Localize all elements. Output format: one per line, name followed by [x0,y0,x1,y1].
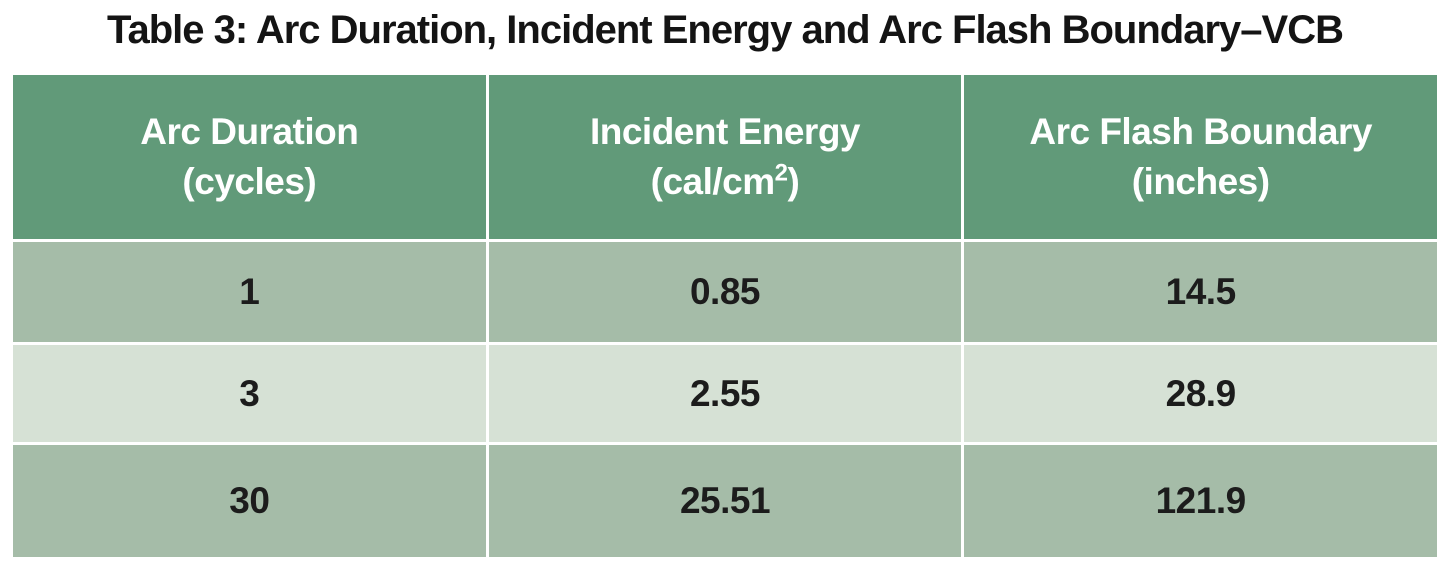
unit-text-close: ) [787,161,800,202]
page-title: Table 3: Arc Duration, Incident Energy a… [107,8,1344,52]
cell-arc-flash-boundary: 121.9 [964,445,1437,557]
cell-arc-duration: 1 [13,242,486,342]
table-header-row: Arc Duration (cycles) Incident Energy (c… [13,75,1437,239]
unit-text: (cal/cm [650,161,776,202]
cell-arc-flash-boundary: 28.9 [964,345,1437,442]
table-row: 1 0.85 14.5 [13,242,1437,342]
cell-arc-flash-boundary: 14.5 [964,242,1437,342]
header-line-2: (cal/cm2) [489,157,962,207]
header-line-2: (inches) [1131,161,1270,202]
cell-incident-energy: 0.85 [488,242,962,342]
header-cell-arc-flash-boundary: Arc Flash Boundary (inches) [964,75,1437,239]
table-row: 30 25.51 121.9 [13,445,1437,557]
cell-arc-duration: 30 [13,445,486,557]
superscript-2: 2 [774,159,788,187]
header-line-1: Incident Energy [589,111,861,153]
arc-flash-data-table: Arc Duration (cycles) Incident Energy (c… [10,72,1440,560]
cell-incident-energy: 2.55 [488,345,962,442]
cell-arc-duration: 3 [13,345,486,442]
header-cell-arc-duration: Arc Duration (cycles) [13,75,486,239]
header-line-1: Arc Duration [140,111,359,153]
cell-incident-energy: 25.51 [488,445,962,557]
table-row: 3 2.55 28.9 [13,345,1437,442]
header-line-2: (cycles) [182,161,317,202]
header-line-1: Arc Flash Boundary [1029,111,1372,153]
header-cell-incident-energy: Incident Energy (cal/cm2) [488,75,962,239]
